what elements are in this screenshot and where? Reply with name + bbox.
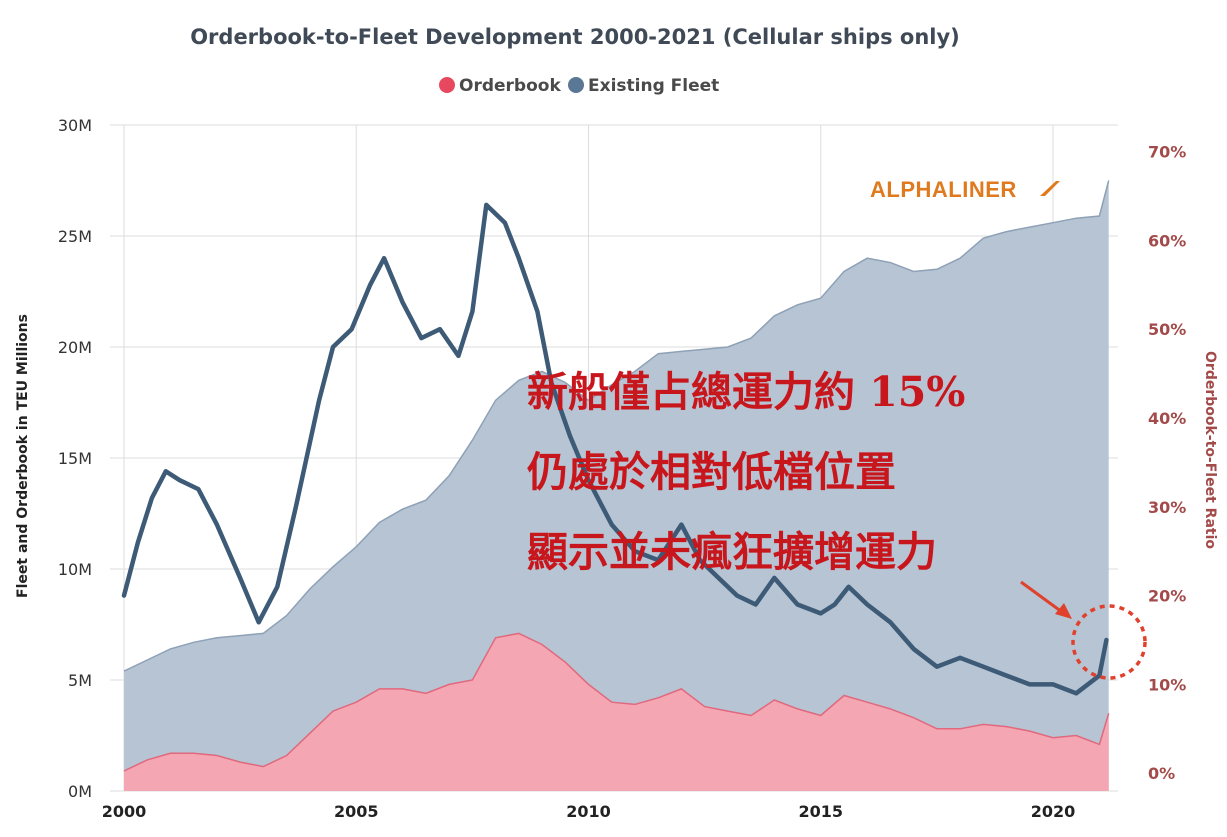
annotation-line-1: 新船僅占總運力約 15% — [527, 368, 965, 416]
y-tick-label-left: 30M — [58, 116, 92, 135]
x-axis-ticks: 2000 2005 2010 2015 2020 — [102, 802, 1076, 821]
legend-label-existing-fleet: Existing Fleet — [588, 76, 719, 96]
x-tick-label: 2000 — [102, 802, 147, 821]
legend-swatch-existing-fleet — [568, 77, 584, 93]
highlight-circle — [1071, 604, 1147, 680]
y-axis-left-ticks: 0M 5M 10M 15M 20M 25M 30M — [58, 116, 92, 801]
annotation-line-3: 顯示並未瘋狂擴增運力 — [527, 528, 937, 576]
brand-logo: ALPHALINER — [870, 177, 1060, 202]
arrowhead-icon — [1055, 603, 1072, 619]
series-area-existing-fleet — [124, 180, 1109, 791]
y-tick-label-right: 40% — [1148, 409, 1186, 428]
series-line-ratio — [121, 202, 1109, 696]
series-area-orderbook — [124, 633, 1109, 791]
x-tick-label: 2010 — [566, 802, 611, 821]
y-tick-label-left: 25M — [58, 227, 92, 246]
area-layer — [123, 180, 1110, 791]
x-tick-label: 2005 — [334, 802, 379, 821]
annotation-line-2: 仍處於相對低檔位置 — [527, 448, 896, 496]
y-tick-label-left: 0M — [68, 782, 92, 801]
legend-label-orderbook: Orderbook — [459, 76, 561, 96]
brand-logo-text: ALPHALINER — [870, 177, 1017, 202]
x-tick-label: 2020 — [1031, 802, 1076, 821]
y-tick-label-left: 20M — [58, 338, 92, 357]
y-tick-label-left: 5M — [68, 671, 92, 690]
series-edge-existing-fleet — [123, 180, 1110, 672]
y-tick-label-right: 60% — [1148, 231, 1186, 250]
y-tick-label-left: 15M — [58, 449, 92, 468]
y-axis-left-title: Fleet and Orderbook in TEU Millions — [15, 314, 31, 598]
y-tick-label-right: 20% — [1148, 587, 1186, 606]
y-axis-right-ticks: 0% 10% 20% 30% 40% 50% 60% 70% — [1148, 143, 1186, 784]
chart-title: Orderbook-to-Fleet Development 2000-2021… — [190, 25, 960, 49]
legend: Orderbook Existing Fleet — [439, 76, 719, 96]
y-tick-label-right: 70% — [1148, 143, 1186, 162]
legend-swatch-orderbook — [439, 77, 455, 93]
y-tick-label-right: 50% — [1148, 320, 1186, 339]
y-tick-label-left: 10M — [58, 560, 92, 579]
highlight-marker — [1020, 580, 1147, 680]
x-tick-label: 2015 — [798, 802, 843, 821]
line-layer — [121, 202, 1109, 696]
y-tick-label-right: 30% — [1148, 498, 1186, 517]
y-tick-label-right: 0% — [1148, 764, 1175, 783]
y-axis-right-title: Orderbook-to-Fleet Ratio — [1202, 351, 1218, 549]
annotation-text: 新船僅占總運力約 15% 仍處於相對低檔位置 顯示並未瘋狂擴增運力 — [527, 368, 965, 576]
arrow-icon — [1020, 580, 1063, 614]
brand-slash-icon — [1040, 181, 1060, 196]
series-edge-orderbook — [123, 632, 1110, 772]
y-tick-label-right: 10% — [1148, 675, 1186, 694]
